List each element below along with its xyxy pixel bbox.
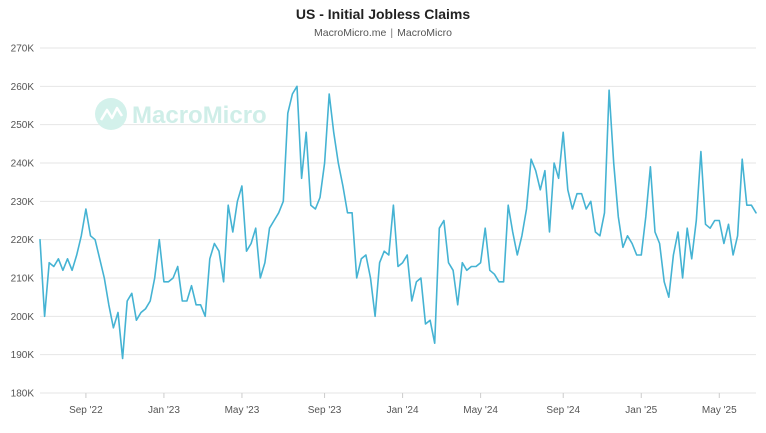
x-tick-label: Jan '23 <box>148 405 180 416</box>
x-tick-label: May '24 <box>463 405 498 416</box>
y-tick-label: 220K <box>11 235 35 246</box>
x-tick-label: Sep '22 <box>69 405 103 416</box>
x-axis: Sep '22 Jan '23 May '23 Sep '23 Jan '24 May '… <box>69 393 737 416</box>
y-tick-label: 190K <box>11 350 35 361</box>
source-link-macromicro[interactable]: MacroMicro <box>397 27 452 39</box>
x-tick-label: Sep '24 <box>546 405 580 416</box>
x-tick-label: May '25 <box>702 405 737 416</box>
y-tick-label: 240K <box>11 159 35 170</box>
y-tick-label: 180K <box>11 389 35 400</box>
watermark-text: MacroMicro <box>132 102 267 129</box>
x-tick-label: May '23 <box>225 405 260 416</box>
chart-subtitle: MacroMicro.me | MacroMicro <box>0 27 766 39</box>
x-tick-label: Jan '24 <box>387 405 419 416</box>
x-tick-label: Jan '25 <box>625 405 657 416</box>
source-link-macromicro-me[interactable]: MacroMicro.me <box>314 27 387 39</box>
series-line-initial-jobless-claims[interactable] <box>39 85 757 360</box>
watermark-logo-mark <box>99 106 124 121</box>
y-tick-label: 250K <box>11 120 35 131</box>
y-axis: 180K 190K 200K 210K 220K 230K 240K 250K 260K 270K <box>11 44 35 400</box>
y-tick-label: 270K <box>11 44 35 55</box>
subtitle-separator: | <box>390 27 394 39</box>
watermark: MacroMicro <box>95 98 267 130</box>
grid-lines <box>40 47 756 394</box>
chart-title: US - Initial Jobless Claims <box>295 6 471 22</box>
x-tick-label: Sep '23 <box>308 405 342 416</box>
y-tick-label: 230K <box>11 197 35 208</box>
watermark-logo-icon <box>95 98 127 130</box>
y-tick-label: 260K <box>11 82 35 93</box>
y-tick-label: 210K <box>11 274 35 285</box>
series-layer <box>39 85 757 360</box>
y-tick-label: 200K <box>11 312 35 323</box>
